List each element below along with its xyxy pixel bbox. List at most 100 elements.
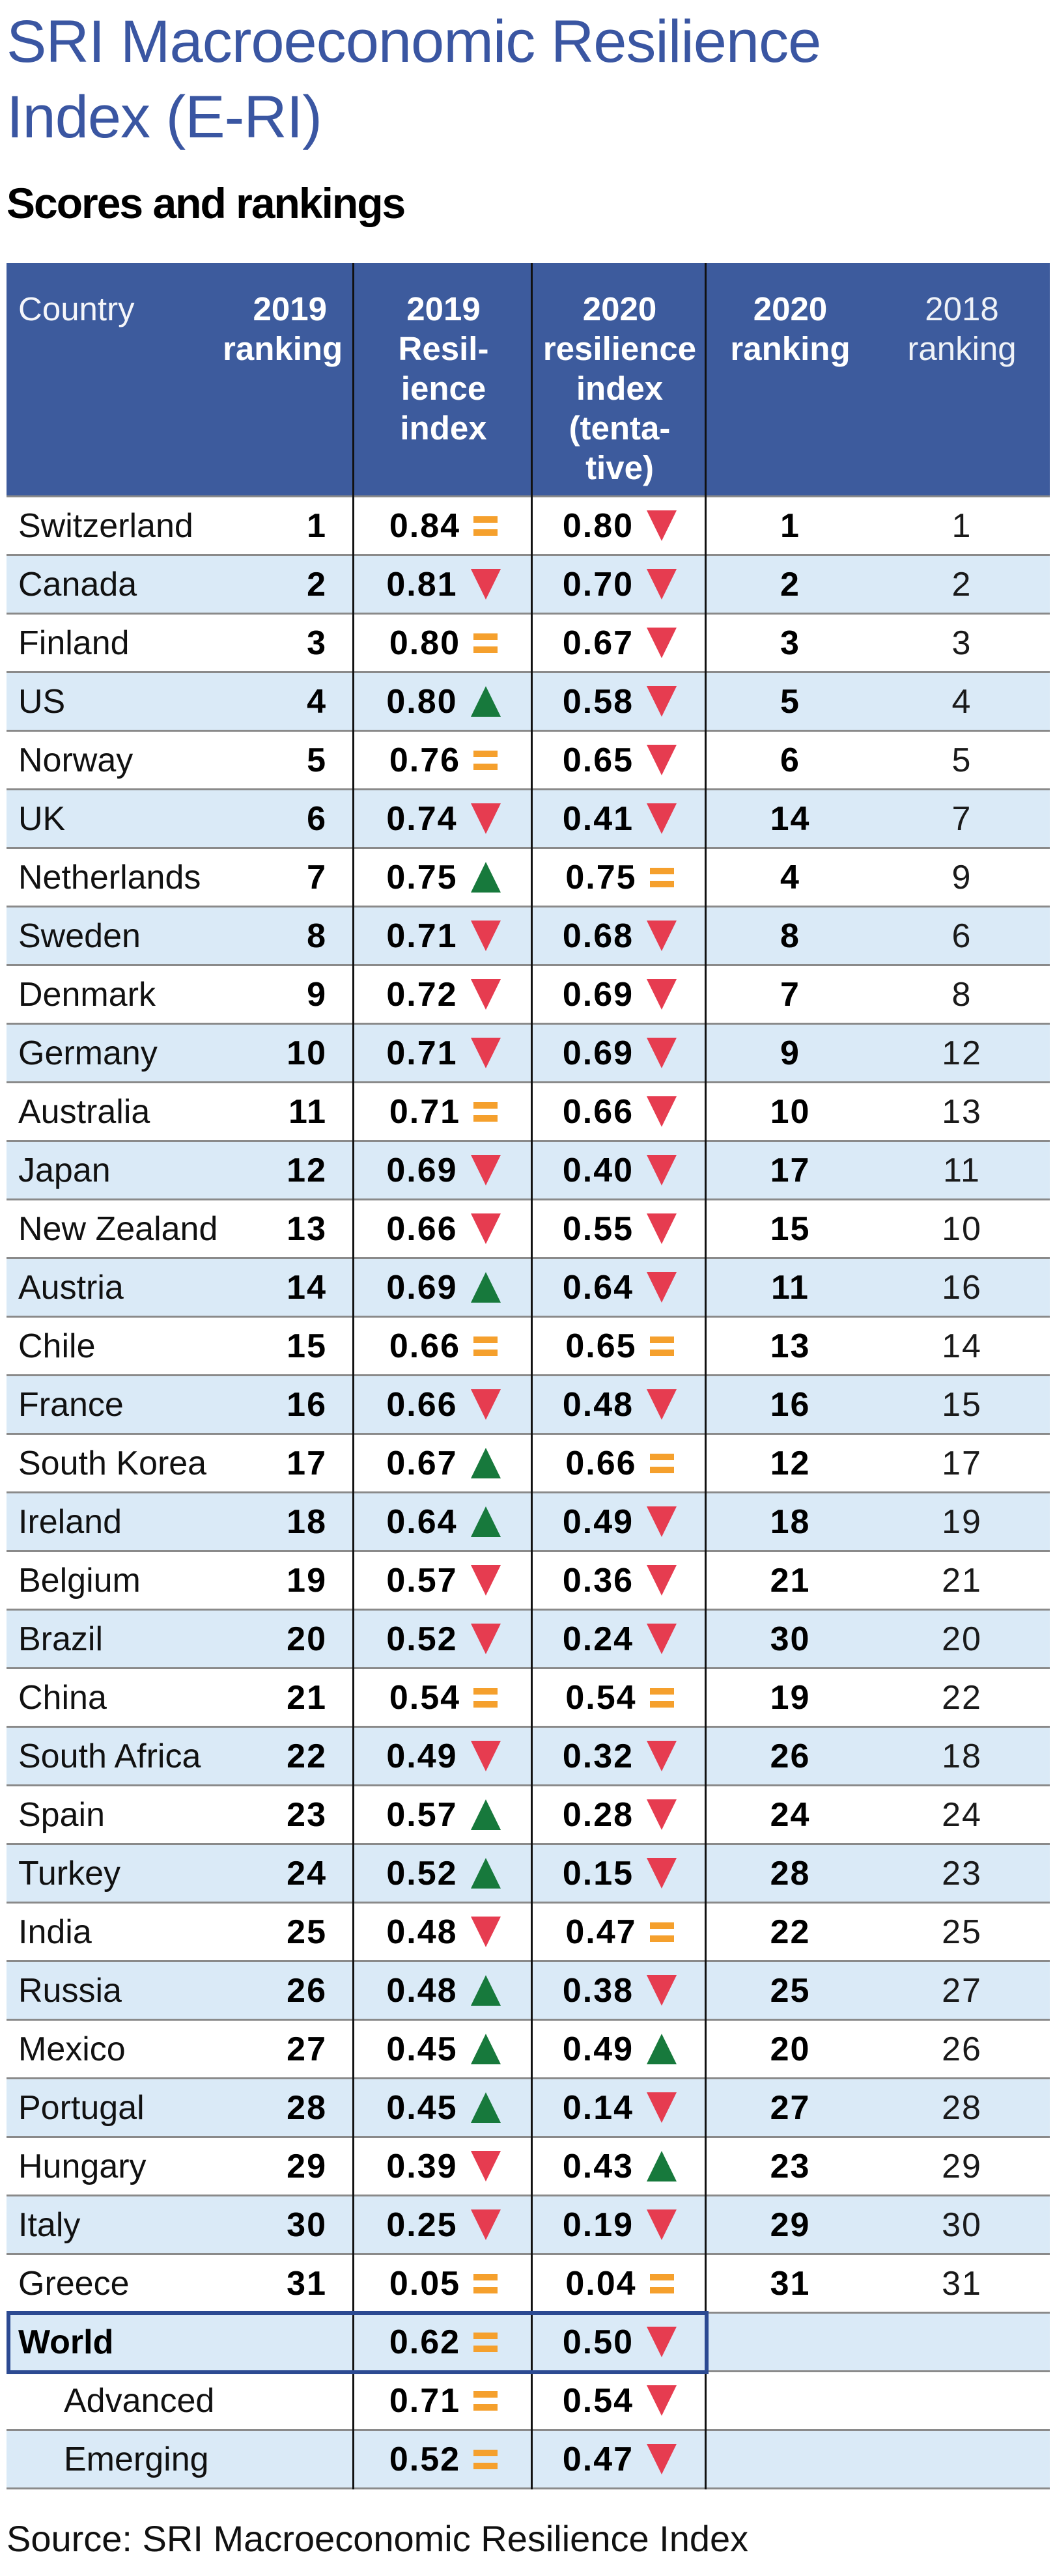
index-2019-value: 0.48: [386, 1913, 458, 1951]
ranking-2019-cell: 29: [287, 2147, 327, 2185]
index-2019-value: 0.54: [389, 1678, 461, 1717]
index-2020-cell: 0.47: [533, 1913, 707, 1952]
index-2019-cell: 0.71: [354, 917, 533, 956]
index-2020-cell: 0.65: [533, 1327, 707, 1366]
index-2019-value: 0.71: [386, 917, 458, 955]
equals-icon: [649, 1453, 674, 1473]
down-arrow-icon: [470, 1624, 501, 1654]
ranking-2020-cell: 20: [770, 2030, 811, 2068]
index-2020-value: 0.68: [562, 917, 634, 955]
index-2019-value: 0.57: [386, 1561, 458, 1600]
up-arrow-icon: [470, 1975, 501, 2006]
ranking-2018-cell: 31: [942, 2264, 982, 2303]
index-2019-value: 0.48: [386, 1971, 458, 2010]
ranking-2018-cell: 12: [942, 1034, 982, 1072]
down-arrow-icon: [470, 1741, 501, 1771]
down-arrow-icon: [647, 1799, 677, 1830]
down-arrow-icon: [470, 2151, 501, 2181]
page-subtitle: Scores and rankings: [7, 179, 406, 227]
table-row: Netherlands 7 0.75 0.75 4 9: [7, 849, 1050, 907]
table-row: Switzerland 1 0.84 0.80 1 1: [7, 497, 1050, 556]
ranking-2018-cell: 6: [951, 917, 972, 955]
down-arrow-icon: [470, 803, 501, 834]
country-cell: New Zealand: [18, 1210, 218, 1248]
ranking-2019-cell: 11: [288, 1092, 327, 1131]
index-2020-value: 0.04: [565, 2264, 637, 2303]
index-2019-cell: 0.71: [354, 2381, 533, 2420]
down-arrow-icon: [470, 1565, 501, 1596]
index-2020-cell: 0.58: [533, 682, 707, 721]
index-2020-value: 0.36: [562, 1561, 634, 1600]
table-row: Hungary 29 0.39 0.43 23 29: [7, 2138, 1050, 2196]
index-2020-value: 0.75: [565, 858, 637, 896]
index-2019-cell: 0.72: [354, 975, 533, 1014]
ranking-2018-cell: 23: [942, 1854, 982, 1892]
up-arrow-icon: [470, 1448, 501, 1478]
equals-icon: [473, 516, 498, 536]
ranking-2020-cell: 31: [770, 2264, 811, 2303]
index-2019-value: 0.49: [386, 1737, 458, 1775]
country-cell: Netherlands: [18, 858, 201, 896]
index-2019-cell: 0.62: [354, 2323, 533, 2362]
index-2019-value: 0.52: [386, 1620, 458, 1658]
table-row: World 0.62 0.50: [7, 2311, 1050, 2374]
index-2020-cell: 0.38: [533, 1971, 707, 2010]
equals-icon: [649, 1336, 674, 1356]
table-header-row: Country 2019 ranking 2019 Resil- ience i…: [7, 263, 1050, 497]
index-2020-cell: 0.36: [533, 1561, 707, 1600]
country-cell: Portugal: [18, 2088, 145, 2127]
ranking-2019-cell: 26: [287, 1971, 327, 2010]
table-row: New Zealand 13 0.66 0.55 15 10: [7, 1200, 1050, 1259]
index-2019-value: 0.25: [386, 2206, 458, 2244]
ranking-2019-cell: 8: [307, 917, 327, 955]
column-divider-2: [531, 263, 533, 2489]
down-arrow-icon: [470, 921, 501, 951]
ranking-2019-cell: 2: [307, 565, 327, 603]
rankings-table: Country 2019 ranking 2019 Resil- ience i…: [7, 263, 1050, 2489]
down-arrow-icon: [647, 979, 677, 1010]
ranking-2019-cell: 28: [287, 2088, 327, 2127]
index-2019-cell: 0.71: [354, 1092, 533, 1131]
index-2020-value: 0.80: [562, 506, 634, 545]
ranking-2018-cell: 30: [942, 2206, 982, 2244]
ranking-2018-cell: 14: [942, 1327, 982, 1365]
down-arrow-icon: [647, 803, 677, 834]
country-cell: Australia: [18, 1092, 150, 1131]
ranking-2020-cell: 16: [770, 1385, 811, 1424]
ranking-2020-cell: 21: [770, 1561, 811, 1600]
ranking-2020-cell: 12: [770, 1444, 811, 1482]
country-cell: Canada: [18, 565, 137, 603]
index-2019-cell: 0.52: [354, 1620, 533, 1659]
source-note: Source: SRI Macroeconomic Resilience Ind…: [7, 2518, 749, 2559]
table-row: Emerging 0.52 0.47: [7, 2431, 1050, 2489]
index-2019-cell: 0.71: [354, 1034, 533, 1073]
index-2019-value: 0.76: [389, 741, 461, 779]
country-cell: Brazil: [18, 1620, 104, 1658]
up-arrow-icon: [647, 2034, 677, 2064]
ranking-2020-cell: 7: [780, 975, 800, 1014]
table-row: South Africa 22 0.49 0.32 26 18: [7, 1728, 1050, 1786]
table-row: Belgium 19 0.57 0.36 21 21: [7, 1552, 1050, 1611]
index-2019-value: 0.80: [389, 624, 461, 662]
index-2020-cell: 0.50: [533, 2323, 707, 2362]
table-row: Mexico 27 0.45 0.49 20 26: [7, 2021, 1050, 2079]
ranking-2018-cell: 22: [942, 1678, 982, 1717]
country-cell: Ireland: [18, 1503, 122, 1541]
up-arrow-icon: [470, 1858, 501, 1889]
index-2019-cell: 0.66: [354, 1327, 533, 1366]
ranking-2020-cell: 24: [770, 1795, 811, 1834]
column-divider-3: [705, 263, 707, 2489]
down-arrow-icon: [647, 1506, 677, 1537]
down-arrow-icon: [647, 2444, 677, 2474]
down-arrow-icon: [647, 510, 677, 541]
down-arrow-icon: [470, 1213, 501, 1244]
country-cell: Advanced: [64, 2381, 215, 2420]
index-2019-value: 0.66: [386, 1385, 458, 1424]
country-cell: World: [18, 2323, 114, 2361]
ranking-2020-cell: 11: [771, 1268, 809, 1307]
table-row: Turkey 24 0.52 0.15 28 23: [7, 1845, 1050, 1904]
index-2020-cell: 0.66: [533, 1092, 707, 1131]
index-2019-value: 0.71: [386, 1034, 458, 1072]
ranking-2019-cell: 22: [287, 1737, 327, 1775]
